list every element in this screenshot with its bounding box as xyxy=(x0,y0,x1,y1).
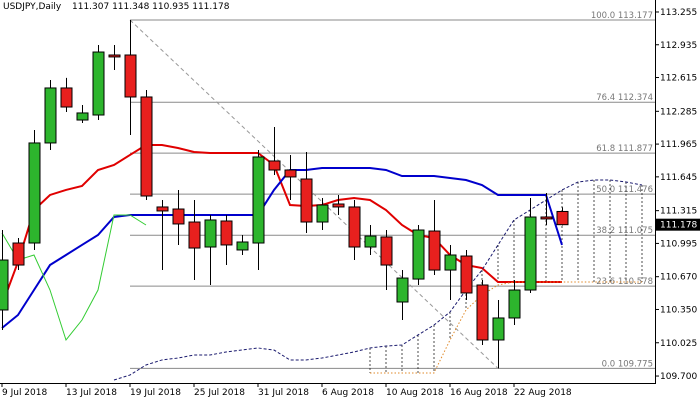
candle-body xyxy=(220,220,233,246)
indicator-line xyxy=(113,179,643,381)
candle-body xyxy=(460,255,473,294)
y-tick-label: 110.025 xyxy=(660,339,697,349)
candle-body xyxy=(524,216,537,291)
candle-body xyxy=(0,259,9,311)
y-tick-label: 111.965 xyxy=(660,140,697,150)
x-tick-label: 31 Jul 2018 xyxy=(258,388,309,398)
candle-body xyxy=(316,204,329,223)
candle-body xyxy=(172,208,185,225)
fib-label: 0.0 109.775 xyxy=(602,359,653,369)
y-tick-label: 112.615 xyxy=(660,74,697,84)
y-tick-label: 112.285 xyxy=(660,107,697,117)
y-tick-label: 109.700 xyxy=(660,372,697,382)
last-price-box xyxy=(656,218,700,231)
candle-body xyxy=(76,112,89,121)
indicator-line xyxy=(370,281,642,374)
fib-label: 100.0 113.177 xyxy=(591,11,653,21)
x-tick-label: 9 Jul 2018 xyxy=(2,388,47,398)
y-tick-label: 112.935 xyxy=(660,41,697,51)
ohlc-readout: 111.307 111.348 110.935 111.178 xyxy=(72,2,230,12)
x-tick-label: 13 Jul 2018 xyxy=(66,388,117,398)
candle-body xyxy=(44,87,57,144)
chart-title: USDJPY,Daily xyxy=(3,2,62,12)
y-tick-label: 110.670 xyxy=(660,273,697,283)
candle-body xyxy=(396,277,409,303)
indicator-line xyxy=(1,167,563,329)
candle-body xyxy=(364,235,377,248)
candle-body xyxy=(284,169,297,178)
indicator-line xyxy=(1,214,147,342)
candle-body xyxy=(476,284,489,341)
candle-body xyxy=(236,241,249,251)
fib-label: 50.0 111.476 xyxy=(596,185,653,195)
candle-body xyxy=(492,317,505,341)
candle-body xyxy=(108,54,121,58)
candle-body xyxy=(252,156,265,244)
x-tick-label: 25 Jul 2018 xyxy=(194,388,245,398)
candle-body xyxy=(28,142,41,244)
candle-body xyxy=(124,54,137,98)
y-tick-label: 111.645 xyxy=(660,173,697,183)
candle-body xyxy=(300,178,313,223)
candle-body xyxy=(556,210,569,226)
candle-body xyxy=(428,230,441,271)
y-tick-label: 110.350 xyxy=(660,305,697,315)
y-tick-label: 111.315 xyxy=(660,207,697,217)
x-tick-label: 6 Aug 2018 xyxy=(322,388,374,398)
fib-label: 76.4 112.374 xyxy=(596,93,653,103)
candle-body xyxy=(188,221,201,249)
candle-body xyxy=(92,51,105,116)
candle-body xyxy=(332,203,345,208)
y-tick-label: 110.995 xyxy=(660,239,697,249)
x-tick-label: 10 Aug 2018 xyxy=(386,388,444,398)
candle-body xyxy=(444,254,457,271)
candle-body xyxy=(508,289,521,319)
candle-body xyxy=(348,206,361,248)
x-tick-label: 22 Aug 2018 xyxy=(514,388,572,398)
candle-body xyxy=(60,87,73,108)
candle-body xyxy=(204,219,217,248)
candle-body xyxy=(380,236,393,266)
x-tick-label: 19 Jul 2018 xyxy=(130,388,181,398)
last-price-label: 111.178 xyxy=(660,221,697,231)
candle-body xyxy=(268,160,281,171)
fib-label: 38.2 111.075 xyxy=(596,226,653,236)
candle-body xyxy=(540,216,553,220)
x-tick-label: 16 Aug 2018 xyxy=(450,388,508,398)
candle-body xyxy=(140,96,153,197)
candle-body xyxy=(12,242,25,266)
y-tick-label: 113.255 xyxy=(660,8,697,18)
fib-label: 61.8 111.877 xyxy=(596,144,653,154)
fib-trendline xyxy=(129,19,499,369)
candle-body xyxy=(412,229,425,280)
candle-body xyxy=(156,206,169,212)
